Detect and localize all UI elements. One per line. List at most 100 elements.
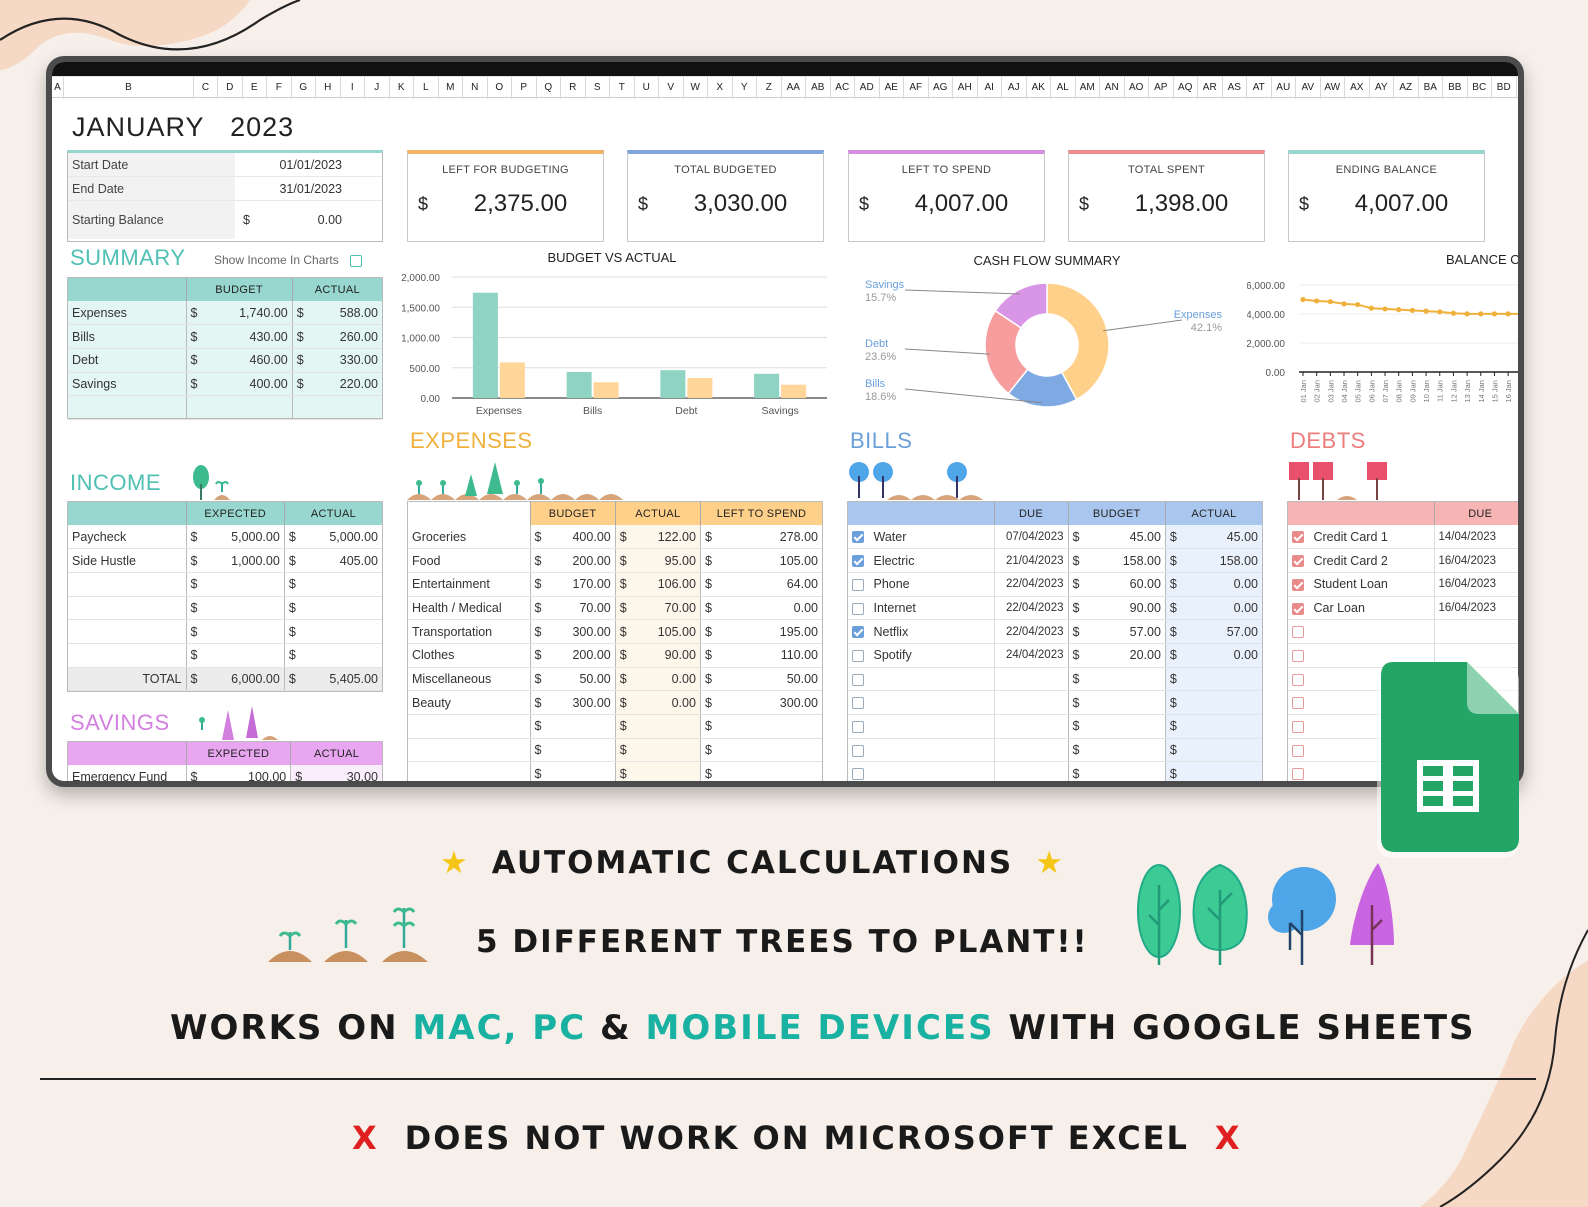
expense-row[interactable]: Miscellaneous $50.00 $0.00 $50.00 bbox=[408, 667, 822, 692]
row-label[interactable]: Credit Card 2 bbox=[1313, 553, 1388, 568]
bill-row[interactable]: $ $ bbox=[848, 667, 1262, 692]
expense-row[interactable]: Health / Medical $70.00 $70.00 $0.00 bbox=[408, 596, 822, 621]
column-header[interactable]: AA bbox=[782, 77, 806, 99]
column-header[interactable]: AS bbox=[1223, 77, 1247, 99]
paid-checkbox[interactable] bbox=[1292, 697, 1304, 710]
expected-value[interactable]: 100.00 bbox=[206, 765, 291, 781]
debt-row[interactable]: Student Loan 16/04/2023 bbox=[1288, 572, 1518, 597]
bill-row[interactable]: Internet 22/04/2023 $90.00 $0.00 bbox=[848, 596, 1262, 621]
paid-checkbox[interactable] bbox=[852, 578, 864, 591]
due-date[interactable] bbox=[993, 714, 1068, 739]
column-header[interactable]: F bbox=[267, 77, 292, 99]
column-header[interactable]: D bbox=[218, 77, 243, 99]
actual-value[interactable]: 0.00 bbox=[1183, 596, 1262, 621]
income-row[interactable]: $ $ bbox=[68, 643, 382, 668]
paid-checkbox[interactable] bbox=[1292, 626, 1304, 639]
income-row[interactable]: $ $ bbox=[68, 596, 382, 621]
due-date[interactable] bbox=[993, 738, 1068, 763]
budget-value[interactable] bbox=[1086, 761, 1166, 781]
show-income-checkbox[interactable] bbox=[350, 254, 363, 267]
row-label[interactable] bbox=[68, 619, 186, 644]
row-label[interactable]: Clothes bbox=[408, 643, 530, 668]
due-date[interactable]: 21/04/2023 bbox=[993, 548, 1068, 573]
due-date[interactable] bbox=[993, 761, 1068, 781]
paid-checkbox[interactable] bbox=[852, 626, 864, 639]
actual-value[interactable]: 5,000.00 bbox=[304, 525, 382, 550]
paid-checkbox[interactable] bbox=[1292, 649, 1304, 662]
budget-value[interactable]: 400.00 bbox=[548, 525, 616, 550]
bill-row[interactable]: Water 07/04/2023 $45.00 $45.00 bbox=[848, 525, 1262, 550]
column-header[interactable]: AI bbox=[978, 77, 1002, 99]
bill-row[interactable]: $ $ bbox=[848, 714, 1262, 739]
budget-value[interactable]: 158.00 bbox=[1086, 548, 1166, 573]
row-label[interactable]: Student Loan bbox=[1313, 577, 1388, 592]
actual-value[interactable]: 57.00 bbox=[1183, 619, 1262, 644]
column-header[interactable]: AG bbox=[929, 77, 953, 99]
expense-row[interactable]: Food $200.00 $95.00 $105.00 bbox=[408, 548, 822, 573]
column-header[interactable]: AC bbox=[831, 77, 855, 99]
column-header[interactable]: L bbox=[414, 77, 439, 99]
actual-value[interactable] bbox=[304, 643, 382, 668]
row-label[interactable]: Transportation bbox=[408, 619, 530, 644]
column-header[interactable]: AE bbox=[880, 77, 904, 99]
expense-row[interactable]: $ $ $ bbox=[408, 761, 822, 781]
paid-checkbox[interactable] bbox=[1292, 744, 1304, 757]
budget-value[interactable]: 57.00 bbox=[1086, 619, 1166, 644]
budget-value[interactable]: 90.00 bbox=[1086, 596, 1166, 621]
column-header[interactable]: T bbox=[610, 77, 635, 99]
paid-checkbox[interactable] bbox=[852, 721, 864, 734]
actual-value[interactable]: 70.00 bbox=[633, 596, 701, 621]
column-header[interactable]: BD bbox=[1492, 77, 1517, 99]
actual-value[interactable] bbox=[1183, 714, 1262, 739]
paid-checkbox[interactable] bbox=[852, 768, 864, 781]
actual-value[interactable]: 122.00 bbox=[633, 525, 701, 550]
actual-value[interactable] bbox=[304, 572, 382, 597]
column-header[interactable]: M bbox=[439, 77, 463, 99]
column-header[interactable]: I bbox=[341, 77, 365, 99]
actual-value[interactable]: 158.00 bbox=[1183, 548, 1262, 573]
expense-row[interactable]: Entertainment $170.00 $106.00 $64.00 bbox=[408, 572, 822, 597]
paid-checkbox[interactable] bbox=[852, 649, 864, 662]
due-date[interactable] bbox=[1433, 619, 1518, 644]
due-date[interactable]: 16/04/2023 bbox=[1433, 572, 1518, 597]
expected-value[interactable] bbox=[206, 619, 285, 644]
actual-value[interactable]: 90.00 bbox=[633, 643, 701, 668]
column-header[interactable]: R bbox=[561, 77, 586, 99]
budget-value[interactable]: 45.00 bbox=[1086, 525, 1166, 550]
income-row[interactable]: $ $ bbox=[68, 619, 382, 644]
row-label[interactable] bbox=[408, 761, 530, 781]
column-header[interactable]: S bbox=[586, 77, 610, 99]
row-label[interactable]: Side Hustle bbox=[68, 548, 186, 573]
debt-row[interactable]: Credit Card 2 16/04/2023 bbox=[1288, 548, 1518, 573]
column-header[interactable]: BC bbox=[1468, 77, 1492, 99]
expected-value[interactable]: 5,000.00 bbox=[206, 525, 285, 550]
actual-value[interactable] bbox=[304, 596, 382, 621]
due-date[interactable]: 14/04/2023 bbox=[1433, 525, 1518, 550]
actual-value[interactable] bbox=[633, 714, 701, 739]
budget-value[interactable] bbox=[548, 738, 616, 763]
row-label[interactable]: Food bbox=[408, 548, 530, 573]
column-header[interactable]: AN bbox=[1100, 77, 1125, 99]
budget-value[interactable] bbox=[548, 761, 616, 781]
paid-checkbox[interactable] bbox=[1292, 673, 1304, 686]
row-label[interactable]: Entertainment bbox=[408, 572, 530, 597]
budget-value[interactable] bbox=[1086, 738, 1166, 763]
expected-value[interactable] bbox=[206, 596, 285, 621]
row-label[interactable]: Groceries bbox=[408, 525, 530, 550]
due-date[interactable]: 22/04/2023 bbox=[993, 596, 1068, 621]
bill-row[interactable]: $ $ bbox=[848, 761, 1262, 781]
bill-row[interactable]: Electric 21/04/2023 $158.00 $158.00 bbox=[848, 548, 1262, 573]
column-header[interactable]: G bbox=[292, 77, 316, 99]
row-label[interactable]: Phone bbox=[873, 577, 910, 592]
column-header[interactable]: J bbox=[365, 77, 390, 99]
expense-row[interactable]: Transportation $300.00 $105.00 $195.00 bbox=[408, 619, 822, 644]
column-header[interactable]: Q bbox=[537, 77, 561, 99]
paid-checkbox[interactable] bbox=[852, 697, 864, 710]
column-header[interactable]: H bbox=[316, 77, 341, 99]
paid-checkbox[interactable] bbox=[1292, 721, 1304, 734]
row-label[interactable]: Spotify bbox=[873, 648, 912, 663]
savings-row[interactable]: Emergency Fund $100.00 $30.00 bbox=[68, 765, 382, 781]
due-date[interactable]: 22/04/2023 bbox=[993, 619, 1068, 644]
row-label[interactable]: Miscellaneous bbox=[408, 667, 530, 692]
row-label[interactable]: Emergency Fund bbox=[68, 765, 186, 781]
